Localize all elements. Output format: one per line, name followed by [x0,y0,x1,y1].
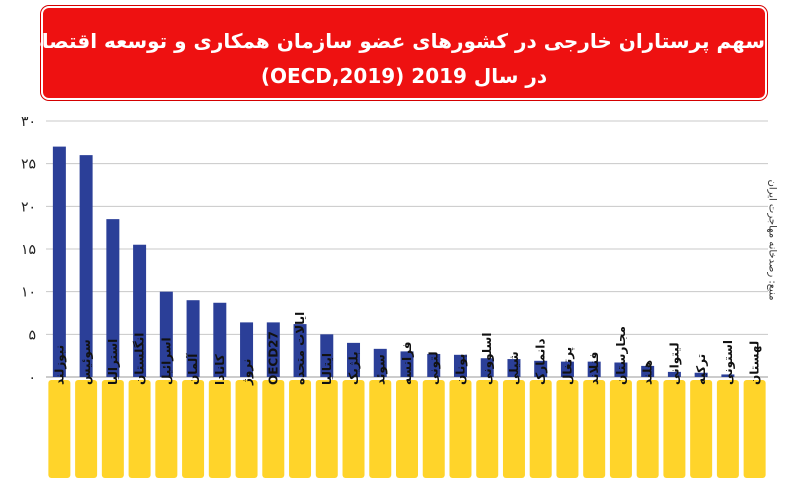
y-tick-label: ۵ [28,327,36,343]
x-tick-label-box [396,380,418,478]
x-tick-label: استونی [721,340,736,385]
x-tick-label-box [449,380,472,478]
x-tick-label: OECD27 [266,331,280,385]
bar [373,348,387,377]
x-tick-label-box [609,380,632,478]
x-tick-label-box [369,380,392,478]
x-tick-label: پرتغال [560,347,574,385]
x-tick-label: ترکیه [694,354,708,385]
x-tick-label-box [208,380,231,478]
bar [106,219,120,377]
bar [293,324,307,377]
x-tick-label-box [315,380,338,478]
x-tick-label: فنلاند [587,352,601,385]
x-tick-label-box [502,380,525,478]
bar [427,353,441,377]
x-tick-label: هلند [641,360,655,385]
bar [667,371,681,377]
bar [507,359,521,377]
y-tick-label: ۳۰ [21,114,36,130]
x-tick-label: اسرائیل [159,337,173,385]
bar [266,322,280,377]
source-note: منبع: رصدخانه مهاجرت ایران [763,160,781,320]
chart-title: سهم پرستاران خارجی در کشورهای عضو سازمان… [13,29,765,53]
x-tick-label-box [75,380,98,478]
x-tick-label-box [716,380,739,478]
bar [721,374,735,377]
bar [52,146,66,377]
bar [213,302,227,377]
x-tick-label: انگلستان [133,333,147,385]
x-tick-label: دانمارک [534,338,548,385]
x-tick-label-box [342,380,365,478]
x-tick-label: سوئد [373,354,388,385]
x-tick-label-box [556,380,579,478]
x-tick-label-box [155,380,178,478]
chart-subtitle: در سال 2019 (OECD,2019) [260,64,548,88]
x-tick-label: بلژیک [347,351,361,385]
x-tick-label: لتونی [427,351,442,385]
x-tick-label-box [101,380,124,478]
y-tick-label: ۲۰ [21,199,36,215]
source-text: منبع: رصدخانه مهاجرت ایران [766,179,778,301]
bar [79,155,93,377]
x-tick-label: ایتالیا [320,353,334,385]
x-tick-label-box [422,380,445,478]
y-tick-label: ۱۰ [21,285,36,301]
x-tick-label-box [128,380,151,478]
bar [694,372,708,377]
x-tick-label-box [636,380,659,478]
x-tick-label: آلمان [185,353,200,385]
bar [534,360,548,377]
x-tick-label: شیلی [507,351,521,385]
bar [347,342,361,377]
x-tick-label: اسلوونی [480,333,495,385]
y-tick-label: ۱۵ [21,242,36,258]
x-tick-label: کانادا [213,354,227,385]
x-tick-label-box [743,380,766,478]
bar [159,291,173,377]
x-tick-label-box [48,380,71,478]
x-tick-label-box [235,380,258,478]
bar [133,244,147,377]
x-tick-label-box [476,380,499,478]
y-tick-label: ۲۵ [21,157,36,173]
x-tick-label-box [182,380,205,478]
x-tick-label: فرانسه [400,342,414,385]
x-tick-label: نیوزلند [52,345,67,385]
x-tick-label-box [583,380,606,478]
x-tick-label-box [690,380,713,478]
y-tick-label: ۰ [28,370,36,386]
x-tick-label: ایالات متحده [293,312,307,385]
chart-title-banner: سهم پرستاران خارجی در کشورهای عضو سازمان… [13,8,765,98]
x-tick-label-box [529,380,552,478]
x-tick-label: یونان [453,354,468,385]
bar [480,358,494,377]
bar [186,300,200,377]
bar [240,322,254,377]
bar [320,334,334,377]
bar [453,354,467,377]
x-tick-label: لهستان [748,341,762,385]
x-tick-label: لیتوانی [667,342,682,385]
x-tick-label-box [289,380,312,478]
bar [587,361,601,377]
bar [560,361,574,377]
x-tick-label-box [663,380,686,478]
x-tick-label-box [262,380,285,478]
x-tick-label: نروژ [240,359,255,386]
x-tick-label: مجارستان [614,326,628,385]
bar [641,365,655,377]
x-tick-label: استرالیا [106,339,120,385]
x-tick-label: سوئیس [79,339,94,385]
bar [400,351,414,377]
bar [614,362,628,377]
